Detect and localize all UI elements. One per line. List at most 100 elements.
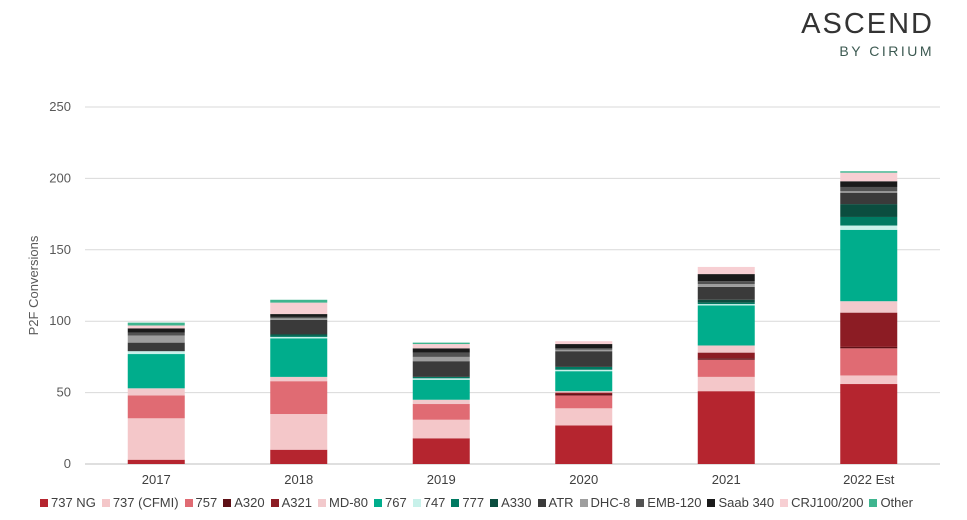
bar-segment [840,191,898,193]
bar-segment [412,399,470,405]
bar-segment [697,274,755,282]
bar-segment [555,394,613,396]
bar-segment [412,342,470,345]
bar-segment [555,349,613,352]
bar-segment [270,299,328,303]
x-tick-label: 2022 Est [843,472,895,487]
bar-segment [840,301,898,313]
bar-segment [270,376,328,382]
bar-segment [697,284,755,287]
bar-segment [270,319,328,335]
bar-segment [697,352,755,359]
logo-sub-text: BY CIRIUM [839,43,934,59]
bar-segment [840,192,898,205]
bar-segment [127,325,185,329]
legend-swatch [451,498,460,507]
bar-segment [697,281,755,285]
y-tick-label: 150 [49,242,71,257]
bar-segment [840,375,898,385]
legend-label: DHC-8 [590,495,631,510]
legend-label: 757 [195,495,218,510]
bar-segment [555,366,613,370]
bar-segment [697,286,755,300]
legend-item: A321 [270,495,312,510]
bar-segment [127,351,185,355]
legend-item: A320 [223,495,265,510]
legend-item: EMB-120 [636,495,701,510]
bar-segment [270,316,328,319]
legend-item: 737 (CFMI) [101,495,179,510]
bar-segment [412,344,470,349]
bar-segment [270,302,328,315]
legend-label: 737 NG [51,495,96,510]
legend-swatch [490,498,499,507]
bar-segment [840,172,898,182]
bar-segment [270,336,328,339]
logo-main-text: ASCEND [801,8,934,40]
legend-item: 757 [184,495,218,510]
bar-segment [127,332,185,336]
bar-segment [840,171,898,173]
legend-swatch [184,498,193,507]
bar-segment [840,204,898,217]
y-tick-label: 0 [64,456,71,471]
bar-segment [840,384,898,464]
x-tick-label: 2019 [427,472,456,487]
y-tick-label: 200 [49,170,71,185]
bar-segment [697,376,755,392]
bar-segment [270,318,328,320]
legend-swatch [270,498,279,507]
bar-segment [697,391,755,464]
legend-label: CRJ100/200 [791,495,864,510]
legend-swatch [869,498,878,507]
bar-segment [840,348,898,376]
bar-segment [555,408,613,426]
bar-segment [555,392,613,395]
legend-item: 777 [451,495,484,510]
legend-swatch [537,498,546,507]
legend-swatch [40,498,48,507]
legend-item: 747 [412,495,446,510]
legend-swatch [636,498,645,507]
legend-item: CRJ100/200 [780,495,863,510]
legend-item: Other [869,495,913,510]
legend-label: 747 [423,495,446,510]
legend-label: MD-80 [329,495,369,510]
bar-segment [270,334,328,336]
legend-label: A320 [234,495,265,510]
bar-segment [697,358,755,360]
y-axis-label: P2F Conversions [26,235,41,335]
bar-segment [840,181,898,187]
x-tick-label: 2021 [712,472,741,487]
legend-swatch [707,498,716,507]
bar-segment [127,342,185,352]
bar-segment [840,346,898,349]
legend-label: 737 (CFMI) [112,495,179,510]
bar-segment [127,354,185,389]
bar-segment [412,352,470,357]
legend-label: A321 [281,495,312,510]
x-tick-label: 2017 [142,472,171,487]
bar-segment [697,266,755,275]
y-tick-label: 250 [49,99,71,114]
legend-label: ATR [548,495,574,510]
legend-label: Other [880,495,913,510]
bar-segment [840,186,898,192]
ascend-logo: ASCEND BY CIRIUM [801,8,934,60]
bar-segment [555,369,613,372]
bar-segment [412,379,470,400]
bar-segment [270,414,328,450]
bar-segment [127,328,185,333]
bar-segment [412,419,470,439]
bar-segment [127,418,185,460]
bar-segment [270,449,328,464]
bar-segment [127,459,185,464]
bar-segment [840,216,898,226]
bar-segment [270,335,328,337]
bar-segment [270,381,328,415]
bar-segment [555,425,613,464]
legend-label: Saab 340 [718,495,775,510]
bar-segment [127,335,185,343]
bar-segment [412,356,470,362]
